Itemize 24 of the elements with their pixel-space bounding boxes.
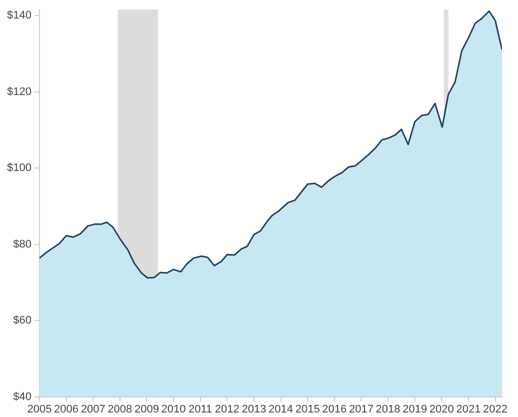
y-tick-label: $80 <box>13 238 32 250</box>
x-tick-label: 2016 <box>322 403 347 416</box>
x-tick-label: 2017 <box>348 403 374 416</box>
x-tick-label: 2013 <box>242 403 266 416</box>
x-tick-label: 2020 <box>429 403 454 416</box>
x-tick-label: 2012 <box>214 403 240 416</box>
x-tick-label: 2018 <box>376 403 400 416</box>
x-tick-label: 2007 <box>80 403 106 416</box>
x-tick-label: 2009 <box>134 403 159 416</box>
x-tick-label: 2021 <box>456 403 481 416</box>
y-tick-label: $100 <box>6 162 32 174</box>
x-tick-label: 2014 <box>268 403 294 416</box>
y-tick-label: $60 <box>13 314 32 327</box>
x-tick-label: 2005 <box>27 403 52 416</box>
x-tick-label: 2022 <box>483 403 508 416</box>
x-tick-label: 2010 <box>161 403 186 416</box>
x-tick-label: 2006 <box>54 403 79 416</box>
y-tick-label: $140 <box>6 10 32 22</box>
x-tick-label: 2019 <box>402 403 428 416</box>
y-tick-label: $120 <box>6 86 32 98</box>
y-tick-label: $40 <box>13 390 32 403</box>
x-tick-label: 2015 <box>295 403 320 416</box>
x-tick-label: 2008 <box>108 403 132 416</box>
x-tick-label: 2011 <box>188 403 212 416</box>
